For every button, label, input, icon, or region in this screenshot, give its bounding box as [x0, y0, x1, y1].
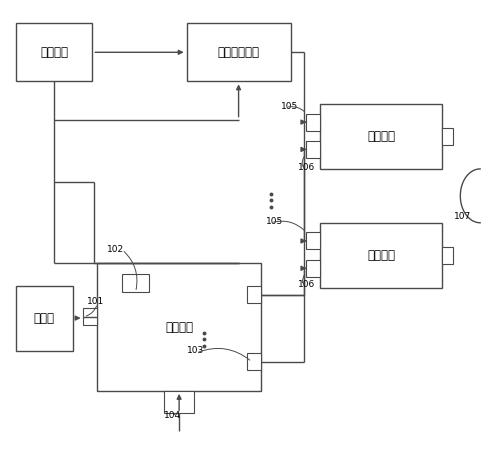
Text: 105: 105 — [266, 217, 283, 226]
Text: 101: 101 — [87, 297, 105, 306]
Text: 103: 103 — [186, 346, 204, 355]
Text: 107: 107 — [454, 212, 472, 221]
Bar — [97, 263, 261, 391]
Text: 105: 105 — [281, 102, 298, 111]
Bar — [442, 128, 453, 145]
Bar — [83, 308, 97, 325]
Text: 106: 106 — [298, 280, 315, 289]
Bar — [15, 286, 73, 351]
Bar — [321, 223, 442, 288]
Bar — [15, 23, 92, 81]
Text: 控制板: 控制板 — [34, 311, 55, 324]
Bar — [442, 247, 453, 264]
Bar — [247, 286, 261, 303]
Text: 第一开关模块: 第一开关模块 — [218, 46, 259, 59]
Bar — [307, 260, 321, 277]
Text: 降压模块: 降压模块 — [367, 130, 395, 143]
Text: 102: 102 — [107, 245, 124, 254]
Bar — [164, 391, 194, 414]
Bar — [321, 104, 442, 169]
Text: 老化电源: 老化电源 — [40, 46, 68, 59]
Bar — [122, 274, 150, 292]
Text: 处理模块: 处理模块 — [165, 320, 193, 333]
Bar — [307, 233, 321, 249]
Text: 104: 104 — [164, 411, 181, 420]
Bar — [307, 113, 321, 130]
Bar — [247, 353, 261, 370]
Bar — [307, 141, 321, 158]
Bar — [186, 23, 291, 81]
Text: 106: 106 — [298, 163, 315, 172]
Text: 降压模块: 降压模块 — [367, 249, 395, 262]
